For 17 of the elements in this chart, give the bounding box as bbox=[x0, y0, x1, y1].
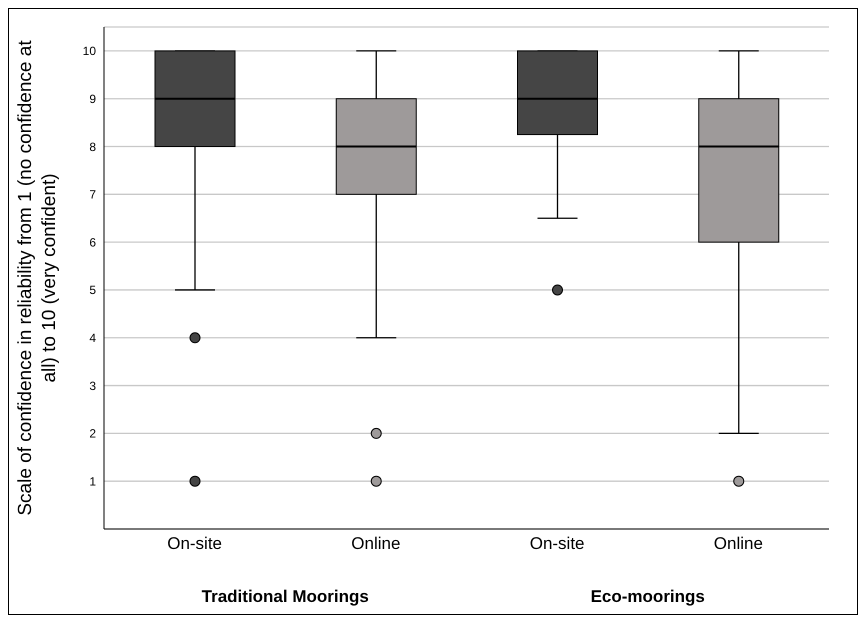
y-tick-label: 1 bbox=[89, 474, 96, 488]
x-tick-label: Online bbox=[351, 534, 400, 554]
y-tick-label: 3 bbox=[89, 378, 96, 393]
text: Eco-moorings bbox=[590, 587, 706, 607]
y-tick-label: 5 bbox=[89, 283, 96, 298]
y-tick-label: 7 bbox=[89, 188, 96, 202]
y-tick-label: 8 bbox=[89, 140, 96, 154]
x-tick-label: On-site bbox=[167, 534, 222, 554]
y-tick-label: 2 bbox=[89, 426, 96, 441]
text: Traditional Moorings bbox=[200, 587, 370, 607]
y-axis-title: Scale of confidence in reliability from 1 (no confidence at all) to 10 (very confident) bbox=[14, 39, 61, 518]
x-tick-label: Online bbox=[714, 534, 763, 554]
y-tick-label: 10 bbox=[82, 44, 96, 58]
y-tick-label: 9 bbox=[89, 92, 96, 106]
x-tick-label: On-site bbox=[530, 534, 585, 554]
y-tick-label: 6 bbox=[89, 235, 96, 250]
y-tick-label: 4 bbox=[89, 331, 96, 346]
